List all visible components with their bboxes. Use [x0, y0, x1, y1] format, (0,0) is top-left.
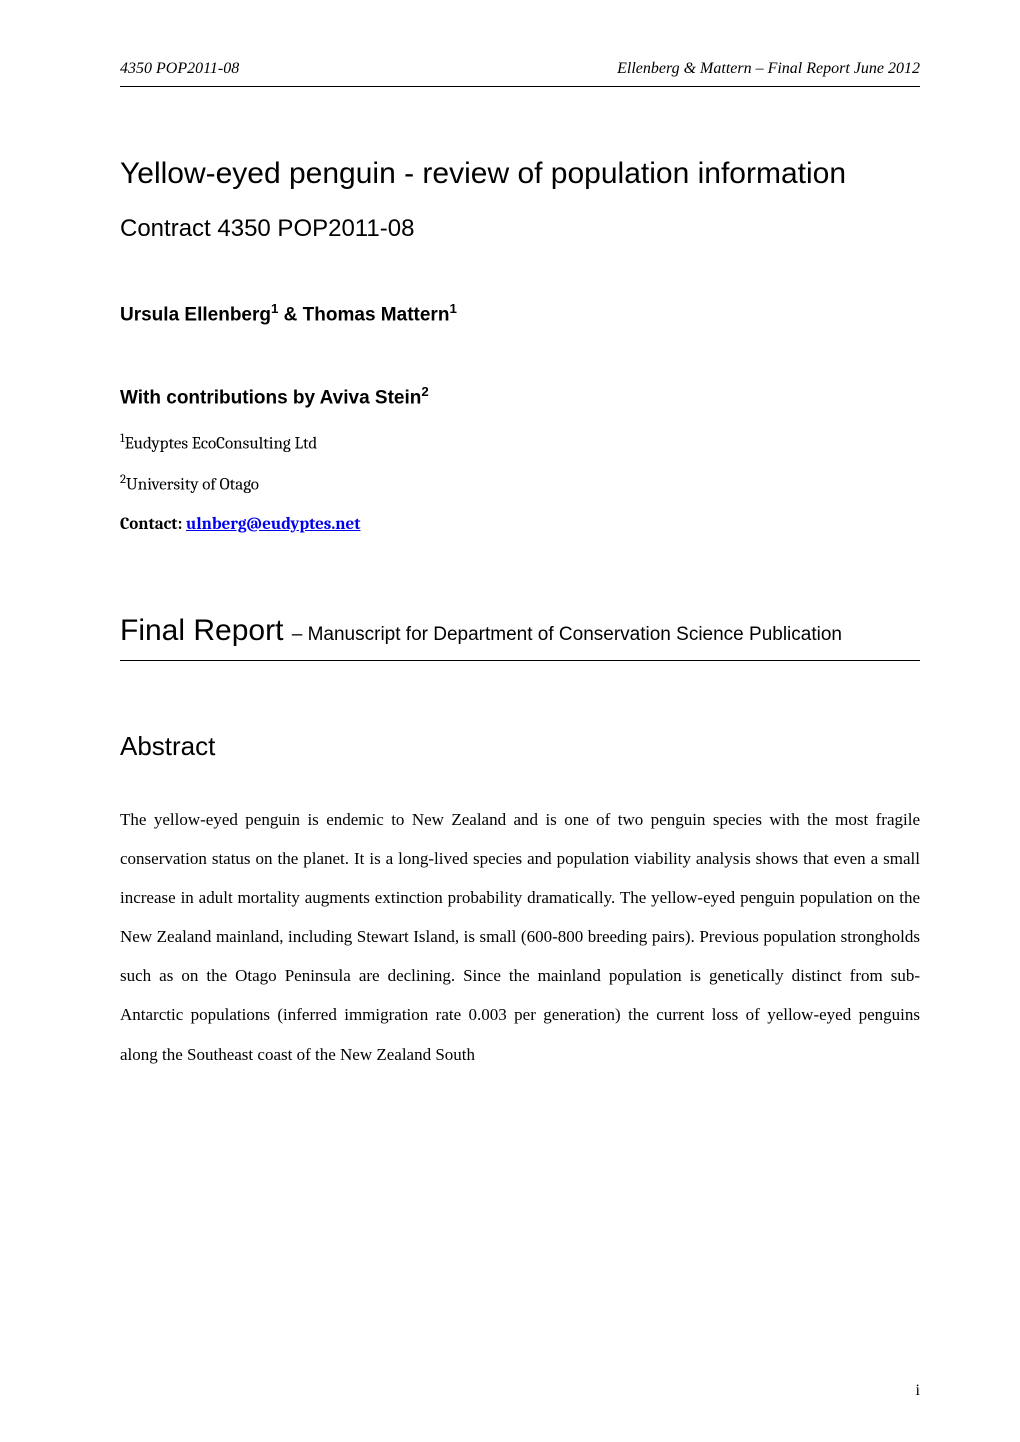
final-report-heading: Final Report – Manuscript for Department… [120, 614, 920, 648]
affiliation-2: 2University of Otago [120, 473, 920, 495]
running-header: 4350 POP2011-08 Ellenberg & Mattern – Fi… [120, 60, 920, 78]
contribution-text: With contributions by Aviva Stein [120, 388, 421, 409]
affiliation-1: 1Eudyptes EcoConsulting Ltd [120, 432, 920, 454]
contact: Contact: ulnberg@eudyptes.net [120, 515, 920, 534]
header-left: 4350 POP2011-08 [120, 60, 239, 78]
contribution-sup: 2 [421, 384, 428, 399]
page-number: i [916, 1382, 920, 1400]
affiliation-1-text: Eudyptes EcoConsulting Ltd [125, 434, 318, 453]
contributions: With contributions by Aviva Stein2 [120, 384, 920, 409]
contract-number: Contract 4350 POP2011-08 [120, 215, 920, 243]
header-rule [120, 86, 920, 87]
document-title: Yellow-eyed penguin - review of populati… [120, 157, 920, 191]
author-separator: & Thomas Mattern [278, 304, 449, 325]
author-1: Ursula Ellenberg [120, 304, 271, 325]
final-report-label: Final Report [120, 614, 292, 647]
abstract-body: The yellow-eyed penguin is endemic to Ne… [120, 800, 920, 1074]
abstract-heading: Abstract [120, 731, 920, 762]
authors: Ursula Ellenberg1 & Thomas Mattern1 [120, 301, 920, 326]
author-2-sup: 1 [449, 301, 456, 316]
contact-email-link[interactable]: ulnberg@eudyptes.net [186, 515, 360, 534]
section-rule [120, 660, 920, 661]
contact-label: Contact: [120, 515, 186, 534]
header-right: Ellenberg & Mattern – Final Report June … [617, 60, 920, 78]
affiliation-2-text: University of Otago [126, 476, 259, 495]
final-report-subtitle: – Manuscript for Department of Conservat… [292, 624, 842, 645]
